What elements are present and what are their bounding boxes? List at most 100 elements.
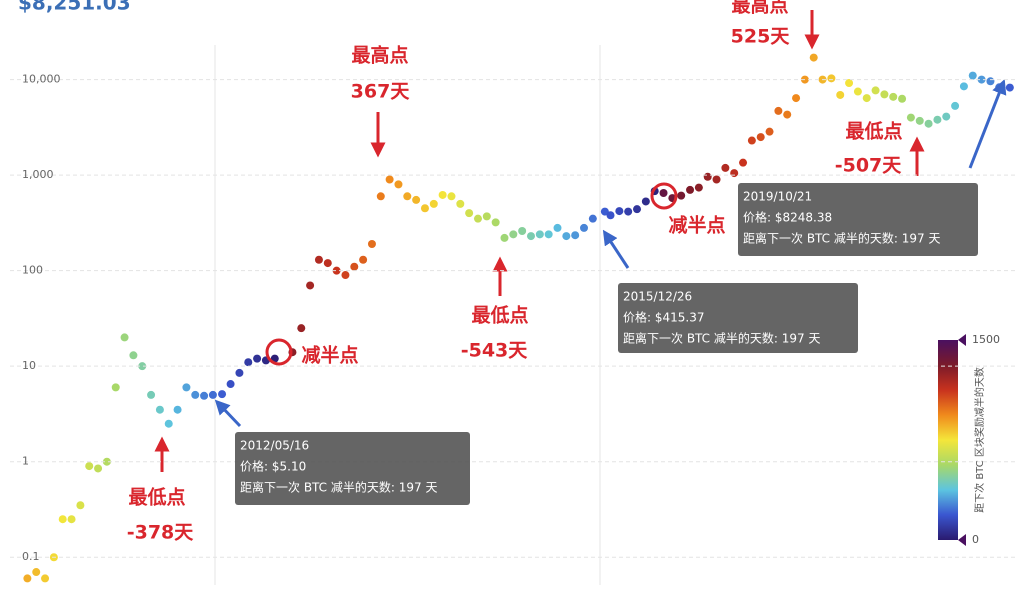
annotation: 525天 — [731, 26, 791, 48]
data-point — [482, 212, 491, 221]
data-point — [385, 175, 394, 184]
data-point — [394, 180, 403, 189]
annotation: 最低点 — [471, 304, 528, 327]
data-point — [600, 207, 609, 216]
arrows — [154, 10, 1007, 472]
tooltip-text: 2015/12/26 — [623, 290, 692, 304]
data-point — [412, 195, 421, 204]
data-point — [730, 169, 739, 178]
data-point — [94, 464, 103, 473]
data-point — [641, 197, 650, 206]
data-point — [747, 136, 756, 145]
data-point — [147, 390, 156, 399]
data-point — [76, 501, 85, 510]
data-point — [580, 223, 589, 232]
annotation: 367天 — [351, 81, 411, 103]
data-point — [774, 106, 783, 115]
data-point — [120, 333, 129, 342]
data-point — [332, 266, 341, 275]
tooltip-text: 距离下一次 BTC 减半的天数: 197 天 — [623, 331, 820, 346]
y-tick-label: 0.1 — [22, 550, 40, 563]
annotation: 最低点 — [128, 486, 185, 509]
data-point — [456, 199, 465, 208]
data-point — [694, 183, 703, 192]
data-point — [429, 199, 438, 208]
data-point — [138, 362, 147, 371]
data-point — [341, 271, 350, 280]
data-point — [438, 190, 447, 199]
data-point — [235, 368, 244, 377]
data-point — [836, 90, 845, 99]
data-point — [226, 380, 235, 389]
data-point — [712, 175, 721, 184]
data-point — [783, 110, 792, 119]
annotation: 最高点 — [731, 0, 788, 17]
tooltip-text: 价格: $415.37 — [623, 310, 704, 325]
data-point — [703, 172, 712, 181]
data-point — [544, 230, 553, 239]
y-tick-label: 10 — [22, 359, 36, 372]
data-point — [67, 515, 76, 524]
data-point — [862, 94, 871, 103]
data-point — [447, 192, 456, 201]
data-point — [977, 75, 986, 84]
data-point — [23, 574, 32, 583]
data-point — [526, 232, 535, 241]
data-point — [509, 230, 518, 239]
data-point — [933, 115, 942, 124]
data-point — [111, 383, 120, 392]
annotation: 减半点 — [301, 344, 358, 367]
data-point — [164, 419, 173, 428]
annotation: -543天 — [461, 340, 529, 362]
data-point — [1005, 83, 1014, 92]
tooltip-text: 距离下一次 BTC 减半的天数: 197 天 — [743, 231, 940, 246]
data-point — [633, 205, 642, 214]
data-point — [473, 214, 482, 223]
data-point — [58, 515, 67, 524]
data-point — [173, 405, 182, 414]
tooltip-box — [235, 432, 470, 505]
annotation: 减半点 — [668, 214, 725, 237]
data-point — [129, 351, 138, 360]
data-point — [102, 457, 111, 466]
data-point — [624, 207, 633, 216]
colorbar-label: 距下次 BTC 区块奖励减半的天数 — [973, 367, 986, 513]
data-point — [924, 119, 933, 128]
data-point — [765, 127, 774, 136]
data-point — [200, 391, 209, 400]
data-point — [359, 255, 368, 264]
tooltip-box — [618, 283, 858, 353]
y-tick-label: 1 — [22, 455, 29, 468]
y-tick-label: 1,000 — [22, 168, 54, 181]
data-point — [367, 240, 376, 249]
tooltip-text: 距离下一次 BTC 减半的天数: 197 天 — [240, 480, 437, 495]
tooltip-text: 2012/05/16 — [240, 439, 309, 453]
data-point — [41, 574, 50, 583]
data-point — [853, 87, 862, 96]
y-tick-label: 100 — [22, 264, 43, 277]
data-point — [182, 383, 191, 392]
data-point — [906, 113, 915, 122]
data-point — [562, 232, 571, 241]
data-point — [500, 233, 509, 242]
data-point — [420, 204, 429, 213]
data-point — [314, 255, 323, 264]
data-point — [968, 71, 977, 80]
data-point — [208, 390, 217, 399]
data-point — [297, 324, 306, 333]
data-point — [535, 230, 544, 239]
data-point — [588, 214, 597, 223]
colorbar-tick — [958, 334, 966, 346]
data-point — [376, 192, 385, 201]
tooltip-text: 价格: $5.10 — [240, 459, 306, 474]
colorbar-tick-label: 1500 — [972, 333, 1000, 346]
data-point — [871, 86, 880, 95]
data-point — [323, 259, 332, 268]
annotation: 最高点 — [351, 44, 408, 67]
colorbar-tick-label: 0 — [972, 533, 979, 546]
data-point — [677, 191, 686, 200]
data-point — [465, 209, 474, 218]
data-point — [350, 262, 359, 271]
data-point — [218, 390, 227, 399]
